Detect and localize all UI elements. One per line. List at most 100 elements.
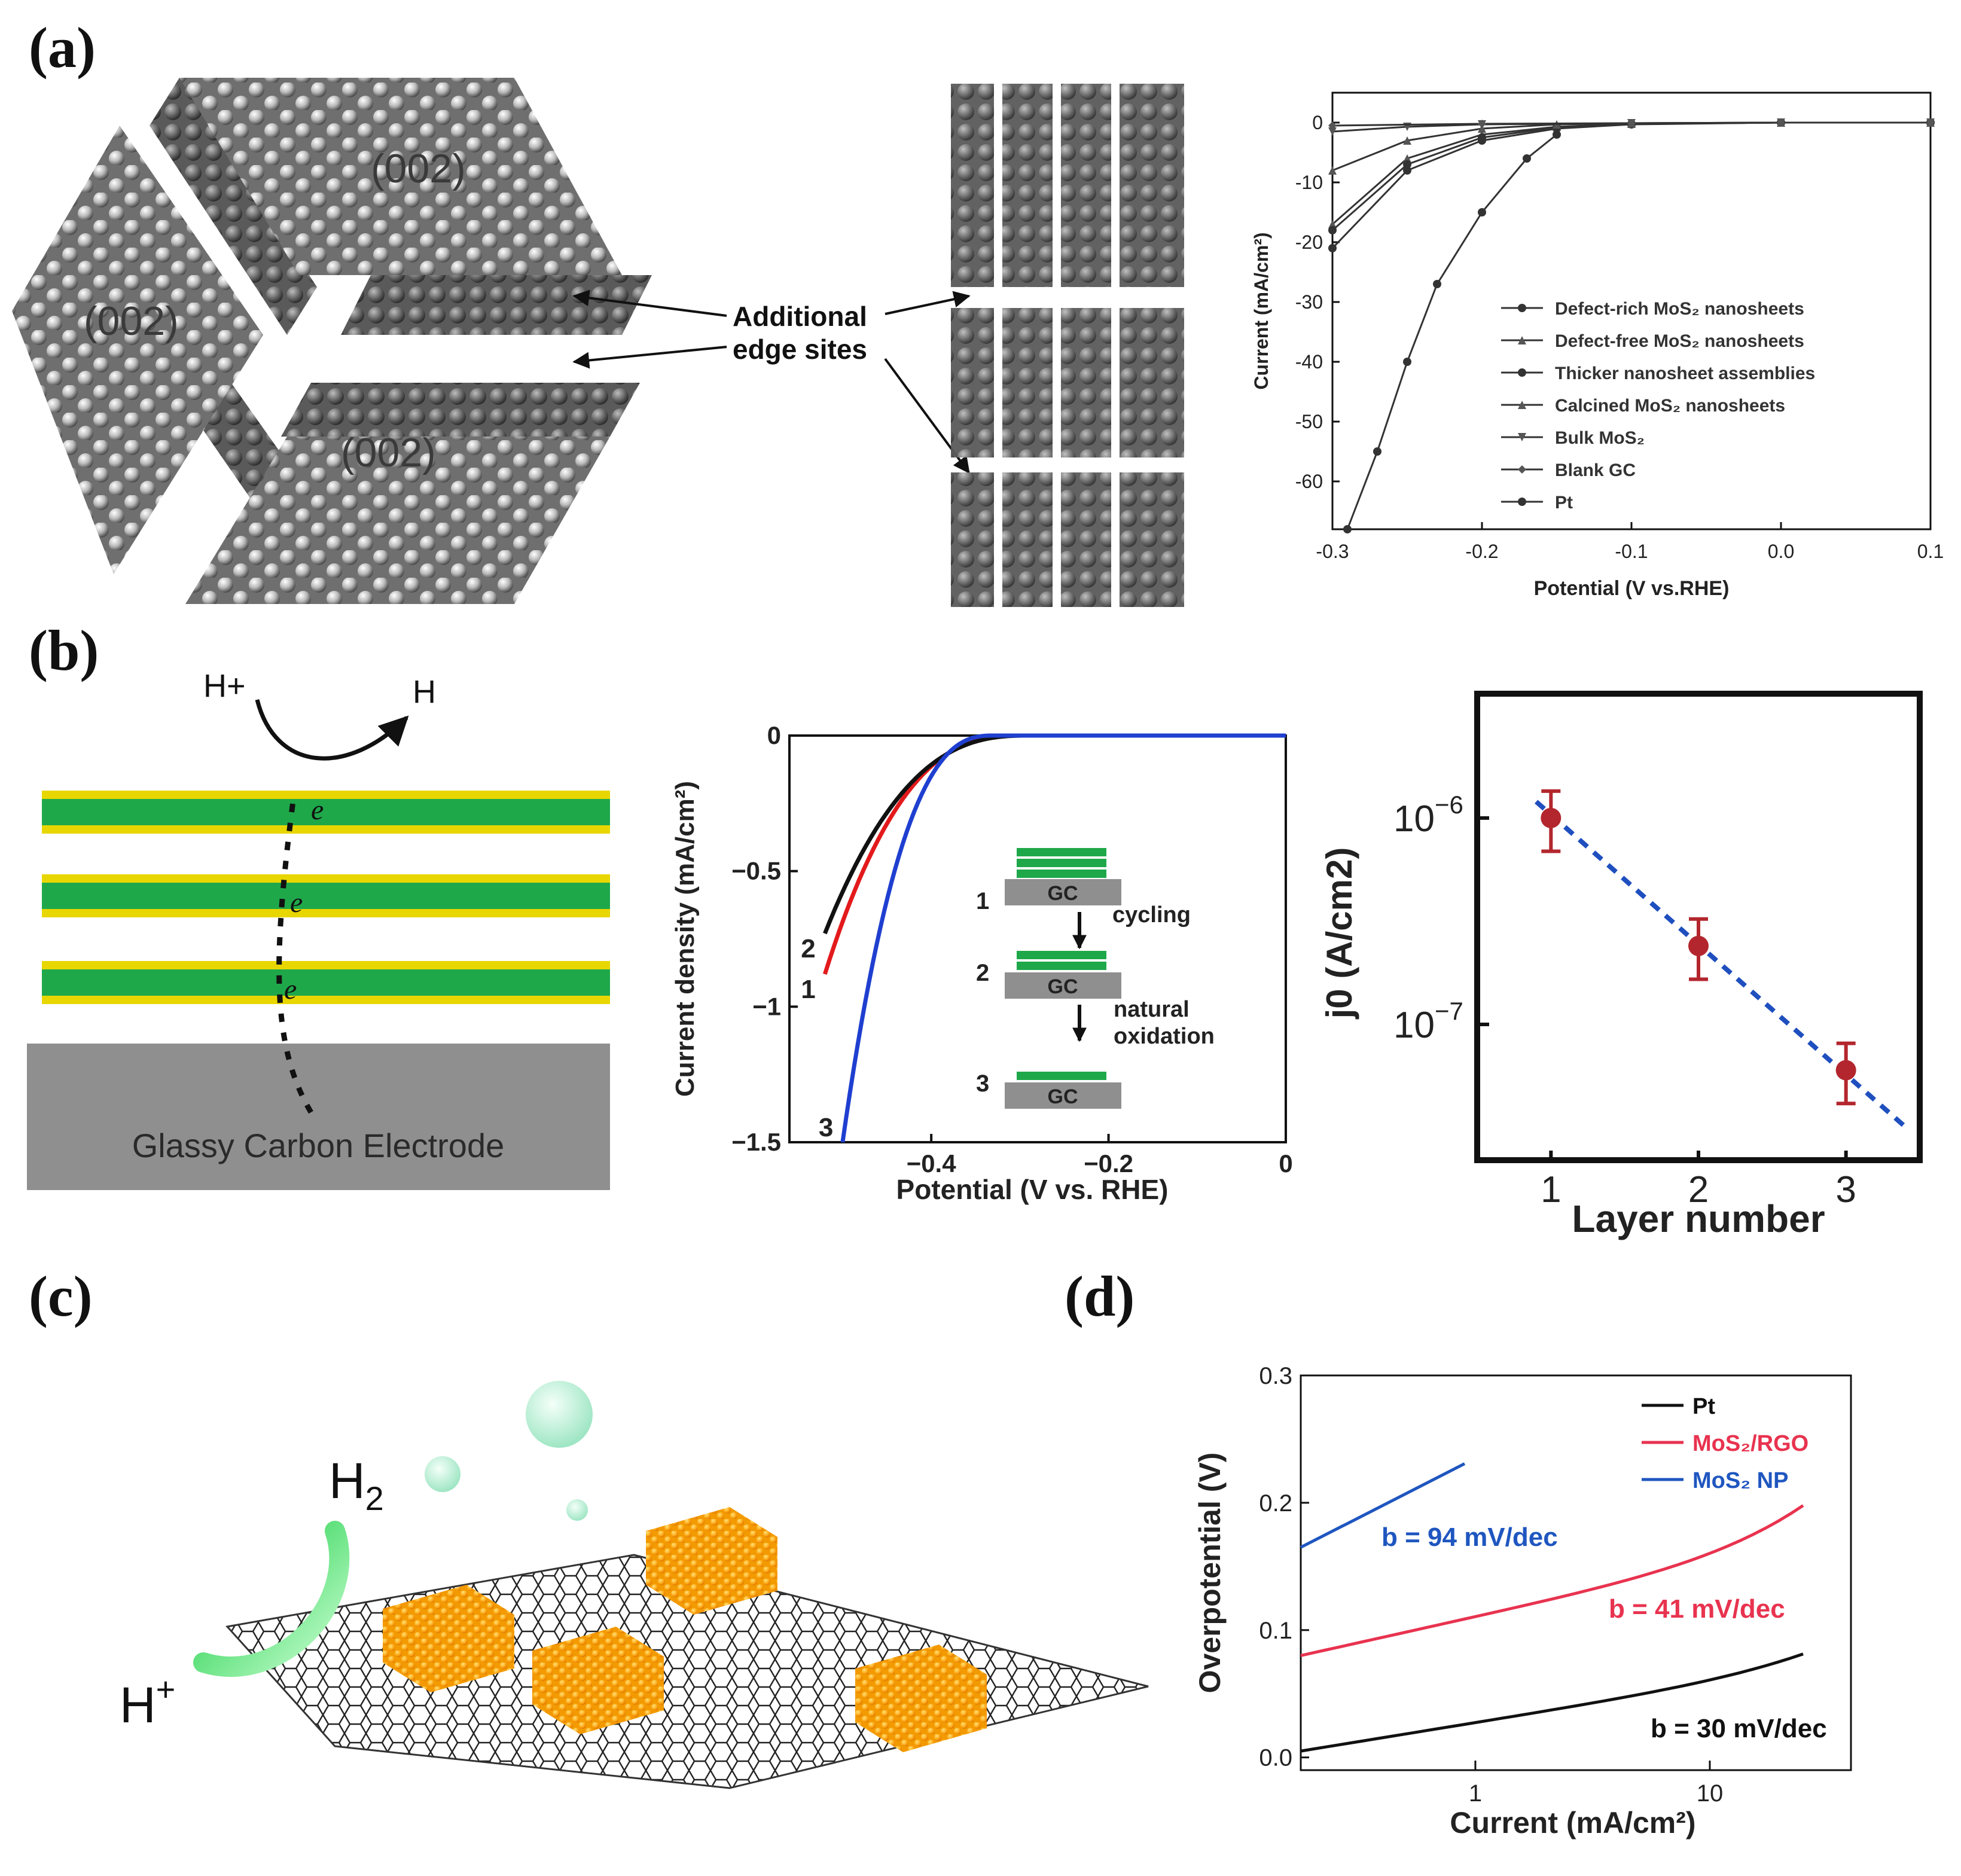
panel-a-series-point [1627, 119, 1636, 127]
panel-a-ytick-label: -10 [1295, 172, 1323, 193]
panel-d-ylabel: Overpotential (V) [1193, 1453, 1227, 1694]
panel-b-layer-ylabel: j0 (A/cm2) [1319, 847, 1359, 1020]
panel-a-legend-marker [1518, 336, 1526, 344]
edge-layer-stacks [951, 84, 1184, 607]
mos2-layer-1 [42, 791, 610, 834]
mos2-particle-2 [646, 1507, 777, 1615]
panel-a-legend-label: Thicker nanosheet assemblies [1555, 364, 1815, 383]
crystal-edge-right-lower [281, 383, 640, 437]
mos2-particle-3 [532, 1627, 664, 1734]
panel-a-series-point [1403, 136, 1411, 145]
crystal-face-bottom [185, 437, 610, 604]
panel-b-lsv-curve-label: 3 [819, 1113, 833, 1142]
facet-label-top: (002) [371, 146, 466, 191]
panel-a-xtick-label: -0.2 [1465, 541, 1498, 562]
panel-a-series-point [1523, 154, 1531, 163]
panel-b-layer-ytick-label: 10−7 [1393, 997, 1463, 1046]
panel-a-series-point [1478, 120, 1486, 128]
h2-bubble-small [566, 1499, 588, 1521]
panel-a-series-point [1328, 226, 1337, 234]
green-reaction-arrow [193, 1521, 350, 1677]
panel-a-ytick-label: -60 [1295, 471, 1323, 492]
panel-a-series-point [1403, 166, 1411, 175]
inset-layers-1a [1017, 848, 1106, 856]
panel-a-legend-label: Defect-free MoS₂ nanosheets [1555, 331, 1804, 351]
panel-a-xtick-label: -0.3 [1316, 541, 1349, 562]
panel-a-series-point [1433, 280, 1441, 288]
panel-a-legend: Defect-rich MoS₂ nanosheets Defect-free M… [1501, 299, 1815, 513]
panel-b-lsv-xtick-label: −0.2 [1084, 1149, 1133, 1178]
panel-d-ytick-label: 0.2 [1259, 1490, 1292, 1517]
panel-a-ytick-label: -40 [1295, 351, 1323, 373]
inset-step-1: 1 [976, 888, 989, 914]
panel-a-series-point [1403, 160, 1411, 169]
electron-label-3: e [284, 974, 297, 1005]
panel-d-chart: 1 10 0.0 0.1 0.2 0.3 b = 30 mV/dec b = 41 mV/… [1193, 1363, 1852, 1840]
panel-a-series-point [1328, 244, 1337, 252]
panel-d-slope-label: b = 41 mV/dec [1609, 1594, 1785, 1624]
panel-d-series-line [1300, 1504, 1804, 1657]
panel-d-axes-frame [1300, 1374, 1852, 1771]
panel-a-xlabel: Potential (V vs.RHE) [1534, 577, 1730, 600]
panel-b-lsv-chart: −0.4 −0.2 0 0 −0.5 −1 −1.5 1 2 3 Potential (V v… [670, 721, 1293, 1205]
panel-a-series-line [1332, 121, 1930, 172]
panel-b-lsv-curve-label: 2 [801, 934, 815, 963]
panel-d-xlabel: Current (mA/cm²) [1450, 1806, 1695, 1840]
panel-d-series-line [1300, 1462, 1466, 1549]
h2-bubble-medium [425, 1456, 460, 1492]
edge-sites-annotation-line2: edge sites [733, 334, 867, 365]
panel-d-series-line [1300, 1652, 1804, 1753]
panel-b-lsv-ytick-label: −1.5 [731, 1128, 781, 1156]
annotation-arrow-3 [885, 291, 971, 315]
panel-d-ytick-label: 0.3 [1259, 1363, 1292, 1389]
panel-a-legend-marker [1518, 401, 1526, 409]
panel-d-label: (d) [1065, 1264, 1134, 1328]
panel-b-lsv-inset: 1 GC cycling 2 GC natural oxidation 3 [976, 848, 1215, 1109]
inset-layers-3a [1017, 1072, 1106, 1080]
h-label: H [413, 674, 436, 710]
annotation-arrow-1 [572, 289, 727, 317]
panel-d-ytick-label: 0.0 [1259, 1745, 1292, 1771]
panel-a-series-point [1926, 118, 1935, 127]
panel-a-legend-marker [1518, 433, 1526, 441]
panel-d-ytick-label: 0.1 [1259, 1618, 1292, 1644]
crystal-face-top [179, 78, 622, 275]
inset-layers-2a [1017, 951, 1106, 959]
mos2-crystal-illustration: (002) (002) (002) [12, 78, 652, 604]
panel-a-series-point [1328, 220, 1337, 228]
glassy-carbon-electrode [27, 1044, 610, 1190]
panel-d-xtick-label: 1 [1469, 1780, 1482, 1807]
reaction-arrow [255, 699, 409, 761]
crystal-edge-right-upper [341, 275, 652, 335]
electron-path [276, 801, 313, 1114]
inset-layers-1b [1017, 859, 1106, 867]
panel-b-layer-xtick-label: 3 [1835, 1169, 1856, 1210]
panel-b-lsv-xtick-label: 0 [1279, 1149, 1292, 1178]
h-plus-label: H+ [203, 668, 246, 704]
panel-b-lsv-ytick-label: −0.5 [731, 857, 781, 885]
facet-label-bottom: (002) [341, 430, 436, 475]
crystal-split-gap [267, 330, 335, 388]
panel-b: (b) H+ H Glassy Carbon Electrode [27, 618, 1923, 1240]
panel-b-lsv-ytick-label: 0 [767, 721, 781, 749]
panel-a-xtick-label: -0.1 [1615, 541, 1648, 562]
panel-b-lsv-ylabel: Current density (mA/cm²) [670, 781, 700, 1097]
h-plus-reactant-label: H+ [120, 1670, 175, 1733]
panel-a-xtick-label: 0.1 [1917, 541, 1944, 562]
mos2-layer-2 [42, 874, 610, 917]
panel-b-layer-point [1541, 807, 1562, 828]
crystal-face-left [12, 126, 263, 574]
panel-a: (a) (002) (002) (002) Additional edge si… [12, 16, 1944, 607]
panel-b-layer-xlabel: Layer number [1572, 1197, 1825, 1240]
panel-b-lsv-curve-label: 1 [801, 975, 815, 1004]
mos2-layer-3 [42, 961, 610, 1004]
panel-a-ytick-label: -50 [1295, 411, 1323, 432]
inset-layers-2b [1017, 962, 1106, 970]
panel-a-ylabel: Current (mA/cm²) [1251, 232, 1272, 389]
panel-a-series-point [1553, 130, 1561, 139]
panel-b-layer-chart: 1 2 3 10−6 10−7 Layer number j0 (A/cm2) [1319, 691, 1923, 1240]
panel-b-label: (b) [29, 618, 99, 682]
inset-layers-1c [1017, 870, 1106, 878]
crystal-edge-top-left [150, 78, 317, 335]
panel-c-label: (c) [29, 1264, 93, 1328]
